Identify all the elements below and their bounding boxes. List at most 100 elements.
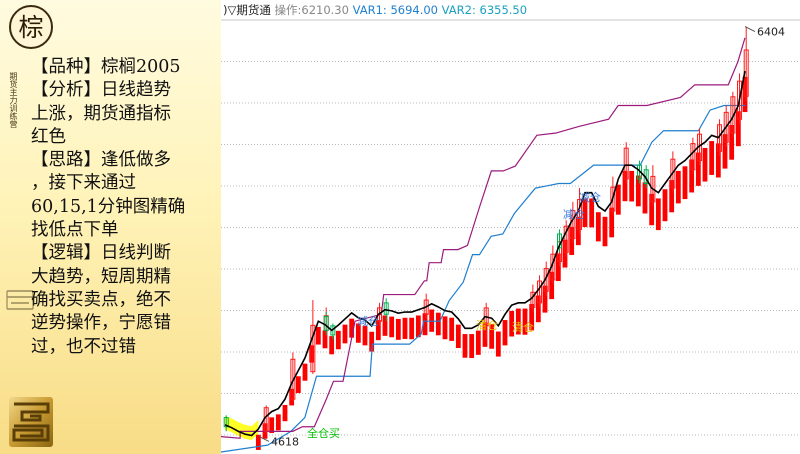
price-chart[interactable]: )▽期货通 操作:6210.30 VAR1: 5694.00 VAR2: 635… (221, 0, 800, 454)
indicator-bar (502, 320, 508, 346)
analysis-line: 【思路】逢低做多 (31, 150, 171, 171)
signal-label: 全仓买 (307, 426, 340, 440)
candle-up (623, 147, 629, 180)
candle-up (577, 199, 583, 230)
indicator-bar (342, 324, 348, 344)
signal-label: 清仓 (476, 318, 498, 332)
signal-label: 减仓 (357, 314, 379, 328)
indicator-bar (329, 336, 335, 355)
analysis-line: 【品种】棕榈2005 (31, 57, 181, 77)
indicator-bar (569, 226, 575, 255)
indicator-bar (369, 331, 375, 352)
indicator-bar (722, 134, 728, 169)
indicator-bar (635, 175, 641, 207)
indicator-bar (515, 308, 521, 335)
indicator-bar (315, 326, 321, 345)
indicator-bar (449, 317, 455, 341)
seal-emblem-icon (9, 397, 53, 447)
candle-up (690, 143, 696, 171)
indicator-bar (615, 184, 621, 215)
analysis-line: 大趋势，短周期精 (31, 266, 171, 287)
indicator-bar (349, 318, 355, 338)
indicator-bar (335, 330, 341, 350)
candle-down (223, 417, 229, 428)
indicator-bar (522, 308, 528, 335)
indicator-bar (375, 320, 381, 341)
candle-up (610, 186, 616, 212)
indicator-bar (595, 212, 601, 242)
candle-up (723, 111, 729, 143)
high-pointer (744, 26, 756, 33)
candle-up (290, 358, 296, 400)
indicator-bar (442, 316, 448, 340)
indicator-bar (269, 417, 275, 434)
indicator-bar (715, 143, 721, 178)
indicator-bar (609, 207, 615, 238)
candle-up (737, 80, 743, 120)
indicator-bar (682, 166, 688, 200)
indicator-bar (702, 147, 708, 182)
var2-line (221, 37, 746, 439)
indicator-bar (689, 159, 695, 193)
ma-line (224, 70, 746, 437)
header-op_label: 操作: (275, 3, 302, 17)
candle-up (530, 291, 536, 308)
analysis-line: 【分析】日线趋势 (31, 80, 171, 101)
indicator-bar (435, 312, 441, 336)
indicator-bar (395, 318, 401, 340)
indicator-bar (482, 322, 488, 347)
indicator-bar (542, 285, 548, 313)
indicator-bar (575, 216, 581, 246)
indicator-bar (489, 323, 495, 349)
analysis-line: 找低点下单 (31, 220, 119, 241)
analysis-line: 60,15,1分钟图精确 (31, 196, 186, 217)
logo-badge: 棕 (9, 5, 53, 49)
indicator-bar (402, 317, 408, 339)
indicator-bar (355, 323, 361, 343)
indicator-bar (742, 76, 748, 113)
indicator-bar (662, 189, 668, 222)
indicator-bar (389, 316, 395, 338)
indicator-bar (582, 198, 588, 228)
signal-label: 减仓 (563, 207, 585, 221)
indicator-bar (649, 193, 655, 226)
indicator-bar (495, 331, 501, 357)
analysis-line: ，接下来通过 (31, 173, 136, 194)
indicator-bar (415, 315, 421, 338)
indicator-bar (529, 303, 535, 331)
indicator-bar (602, 216, 608, 247)
analysis-line: 逆势操作，宁愿错 (31, 313, 171, 334)
header-indicator_name: )▽期货通 (223, 3, 271, 17)
indicator-bar (535, 295, 541, 323)
analysis-text: 【品种】棕榈2005 【分析】日线趋势 上涨，期货通指标 红色 【思路】逢低做多 ，接下来… (31, 56, 221, 359)
analysis-panel: 棕 期货主力训练营 【品种】棕榈2005 【分析】日线趋势 上涨，期货通指标 红色 【思… (0, 0, 221, 454)
indicator-bar (729, 125, 735, 160)
header-var1_label: VAR1: (353, 3, 387, 17)
indicator-bar (422, 313, 428, 336)
indicator-bar (589, 198, 595, 228)
indicator-bar (295, 376, 301, 394)
analysis-line: 【逻辑】日线判断 (31, 243, 171, 264)
indicator-bar (562, 239, 568, 268)
indicator-bar (509, 310, 515, 337)
logo-char: 棕 (18, 12, 44, 42)
indicator-bar (642, 182, 648, 214)
indicator-bar (675, 170, 681, 204)
indicator-bar (669, 180, 675, 213)
low-label: 4618 (271, 435, 299, 448)
candle-down (383, 302, 389, 315)
indicator-bar (282, 404, 288, 422)
chart-header: )▽期货通 操作:6210.30 VAR1: 5694.00 VAR2: 635… (223, 3, 527, 17)
indicator-bar (275, 414, 281, 431)
high-label: 6404 (757, 26, 785, 39)
candle-up (670, 158, 676, 189)
indicator-bar (475, 330, 481, 355)
indicator-bar (309, 345, 315, 363)
indicator-bar (455, 324, 461, 349)
indicator-bar (302, 363, 308, 381)
candle-up (570, 210, 576, 240)
indicator-bar (255, 434, 261, 450)
indicator-bar (629, 170, 635, 202)
analysis-line: 过，也不过错 (31, 336, 136, 357)
indicator-bar (362, 325, 368, 346)
